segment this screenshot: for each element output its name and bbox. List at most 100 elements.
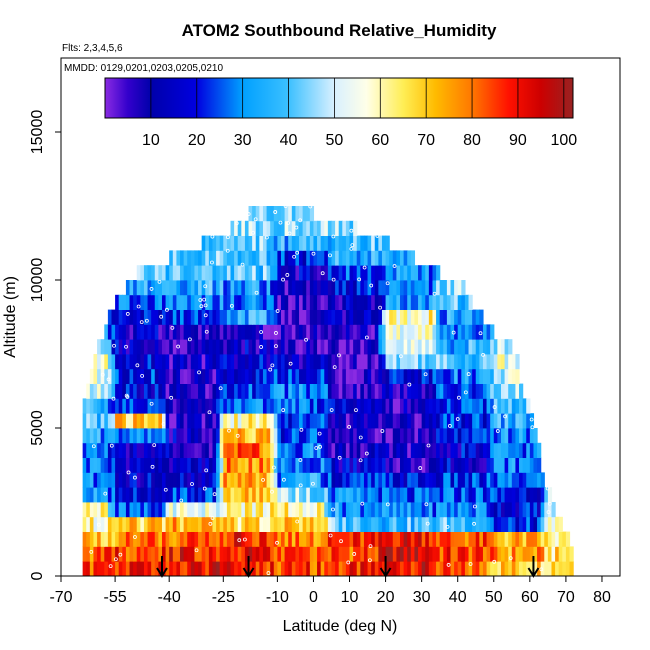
heat-cell bbox=[208, 428, 214, 444]
heat-cell bbox=[259, 442, 264, 458]
heat-cell bbox=[331, 265, 336, 281]
heat-cell bbox=[208, 250, 214, 266]
heat-cell bbox=[100, 428, 105, 444]
heat-cell bbox=[237, 516, 242, 532]
heat-cell bbox=[288, 383, 293, 399]
heat-cell bbox=[230, 324, 235, 340]
sample-point bbox=[242, 537, 247, 542]
heat-cell bbox=[508, 457, 513, 473]
heat-cell bbox=[468, 368, 473, 384]
heat-cell bbox=[436, 546, 441, 562]
heat-cell bbox=[504, 457, 509, 473]
heat-cell bbox=[400, 561, 405, 576]
heat-cell bbox=[230, 413, 235, 429]
heat-cell bbox=[515, 531, 520, 547]
heat-cell bbox=[342, 428, 347, 444]
heat-cell bbox=[302, 531, 307, 547]
heat-cell bbox=[248, 516, 253, 532]
heat-cell bbox=[255, 428, 260, 444]
sample-point bbox=[169, 395, 174, 400]
heat-cell bbox=[115, 546, 120, 562]
heat-cell bbox=[223, 561, 228, 576]
heat-cell bbox=[320, 561, 325, 576]
heat-cell bbox=[136, 309, 141, 325]
heat-cell bbox=[111, 502, 116, 518]
heat-cell bbox=[306, 472, 311, 488]
heat-cell bbox=[234, 309, 239, 325]
heat-cell bbox=[396, 339, 401, 355]
heat-cell bbox=[508, 383, 513, 399]
heat-cell bbox=[234, 250, 239, 266]
heat-cell bbox=[526, 398, 531, 414]
heat-cell bbox=[176, 516, 181, 532]
heat-cell bbox=[403, 531, 408, 547]
heat-cell bbox=[410, 383, 416, 399]
heat-cell bbox=[172, 428, 178, 444]
heat-cell bbox=[353, 220, 358, 236]
heat-cell bbox=[299, 206, 304, 222]
heat-cell bbox=[216, 324, 221, 340]
heat-cell bbox=[140, 354, 145, 370]
heat-cell bbox=[443, 502, 448, 518]
heat-cell bbox=[136, 294, 141, 310]
heat-cell bbox=[425, 339, 430, 355]
heat-cell bbox=[486, 368, 491, 384]
sample-point bbox=[492, 559, 497, 564]
heat-cell bbox=[421, 339, 426, 355]
sample-point bbox=[298, 218, 303, 223]
heat-cell bbox=[237, 250, 242, 266]
heat-cell bbox=[180, 368, 185, 384]
heat-cell bbox=[219, 294, 224, 310]
heat-cell bbox=[414, 368, 419, 384]
heat-cell bbox=[353, 265, 358, 281]
heat-cell bbox=[439, 383, 444, 399]
heat-cell bbox=[165, 368, 170, 384]
heat-cell bbox=[187, 457, 192, 473]
sample-point bbox=[240, 262, 245, 267]
heat-cell bbox=[331, 280, 336, 296]
heat-cell bbox=[161, 309, 167, 325]
heat-cell bbox=[306, 339, 311, 355]
heat-cell bbox=[392, 339, 397, 355]
heat-cell bbox=[133, 442, 138, 458]
heat-cell bbox=[226, 546, 232, 562]
heat-cell bbox=[378, 309, 383, 325]
heat-cell bbox=[385, 442, 390, 458]
heat-cell bbox=[490, 561, 495, 576]
heat-cell bbox=[374, 294, 379, 310]
heat-cell bbox=[407, 309, 412, 325]
heat-cell bbox=[104, 502, 109, 518]
heat-cell bbox=[522, 413, 527, 429]
heat-cell bbox=[349, 354, 354, 370]
heat-cell bbox=[349, 265, 354, 281]
heat-cell bbox=[353, 383, 358, 399]
heat-cell bbox=[342, 472, 347, 488]
heat-cell bbox=[540, 531, 545, 547]
heat-cell bbox=[111, 472, 116, 488]
heat-cell bbox=[345, 220, 351, 236]
heat-cell bbox=[237, 235, 242, 251]
heat-cell bbox=[154, 428, 159, 444]
heat-cell bbox=[151, 339, 156, 355]
heat-cell bbox=[306, 235, 311, 251]
heat-cell bbox=[266, 428, 271, 444]
heat-cell bbox=[497, 502, 502, 518]
heat-cell bbox=[450, 354, 455, 370]
heat-cell bbox=[428, 265, 434, 281]
heat-cell bbox=[302, 339, 307, 355]
heat-cell bbox=[381, 442, 387, 458]
heat-cell bbox=[140, 502, 145, 518]
heat-cell bbox=[493, 502, 498, 518]
heat-cell bbox=[313, 487, 318, 503]
heat-cell bbox=[241, 309, 246, 325]
heat-cell bbox=[403, 280, 408, 296]
heat-cell bbox=[511, 398, 517, 414]
heat-cell bbox=[122, 294, 127, 310]
heat-cell bbox=[342, 294, 347, 310]
sample-point bbox=[358, 458, 363, 463]
heat-cell bbox=[291, 309, 297, 325]
heat-cell bbox=[436, 339, 441, 355]
heat-cell bbox=[392, 294, 397, 310]
heat-cell bbox=[100, 442, 105, 458]
heat-cell bbox=[385, 383, 390, 399]
